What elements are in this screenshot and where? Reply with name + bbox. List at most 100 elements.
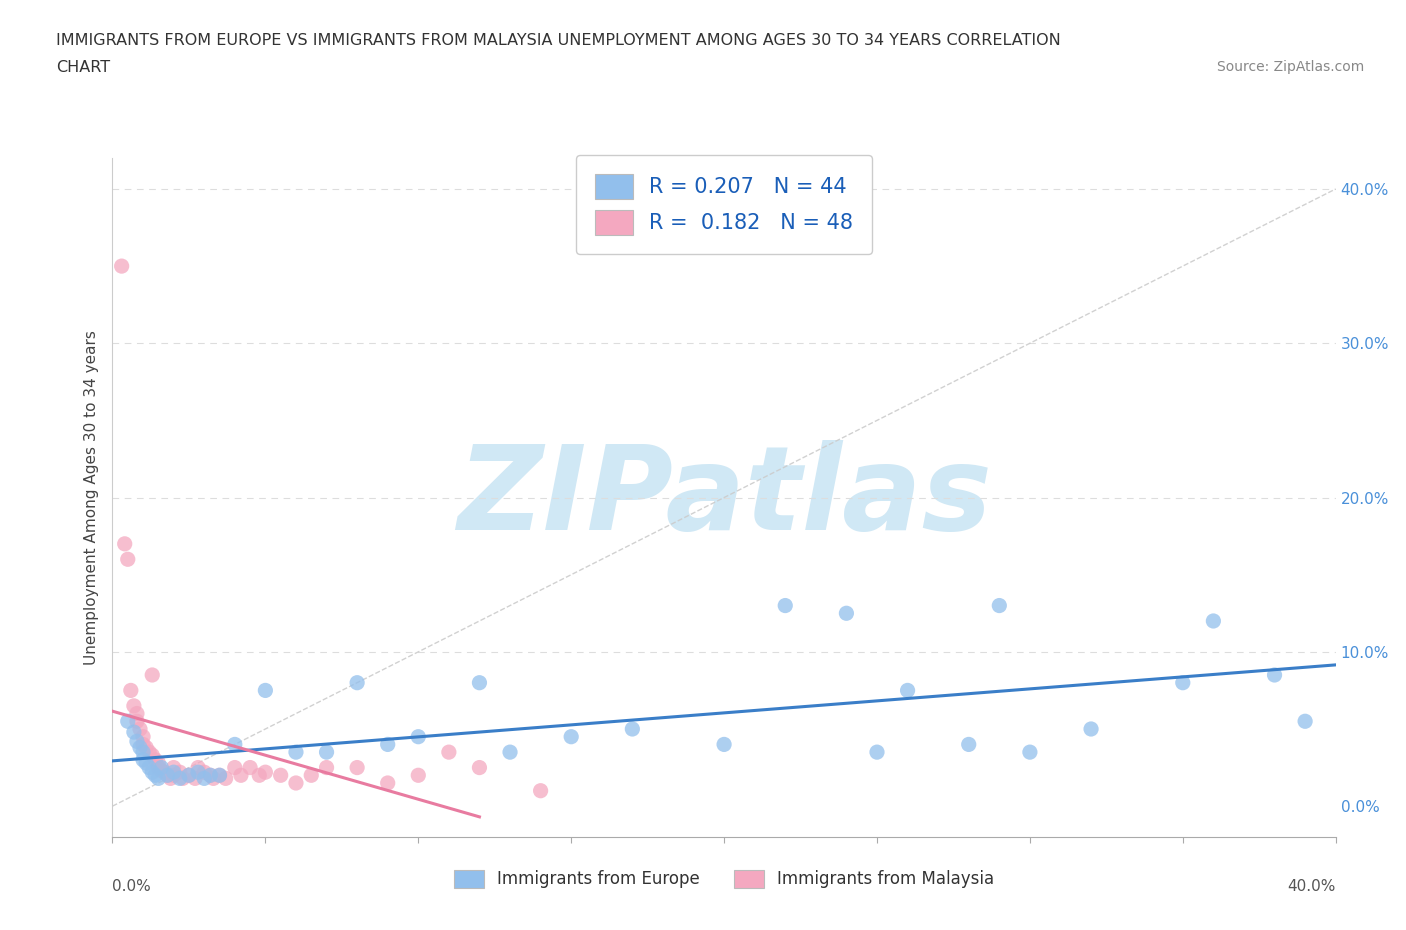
Point: [163, 764, 186, 779]
Legend: Immigrants from Europe, Immigrants from Malaysia: Immigrants from Europe, Immigrants from …: [446, 861, 1002, 897]
Point: [346, 675, 368, 690]
Point: [163, 760, 186, 775]
Point: [202, 771, 225, 786]
Point: [141, 764, 163, 779]
Point: [214, 771, 236, 786]
Point: [200, 768, 222, 783]
Point: [254, 683, 277, 698]
Point: [621, 722, 644, 737]
Point: [132, 729, 155, 744]
Point: [117, 551, 139, 566]
Point: [135, 740, 157, 755]
Text: CHART: CHART: [56, 60, 110, 75]
Point: [468, 760, 491, 775]
Point: [122, 724, 145, 739]
Point: [377, 737, 399, 751]
Point: [150, 764, 173, 778]
Point: [1080, 722, 1102, 737]
Point: [150, 760, 173, 775]
Point: [239, 760, 262, 775]
Point: [141, 748, 163, 763]
Point: [1294, 714, 1316, 729]
Point: [224, 760, 246, 775]
Point: [530, 783, 553, 798]
Point: [135, 755, 157, 770]
Point: [169, 764, 191, 779]
Point: [468, 675, 491, 690]
Point: [957, 737, 980, 751]
Point: [560, 729, 582, 744]
Text: 40.0%: 40.0%: [1288, 879, 1336, 894]
Text: 0.0%: 0.0%: [112, 879, 152, 894]
Point: [129, 740, 152, 755]
Point: [208, 768, 231, 783]
Point: [117, 714, 139, 729]
Point: [284, 776, 308, 790]
Y-axis label: Unemployment Among Ages 30 to 34 years: Unemployment Among Ages 30 to 34 years: [83, 330, 98, 665]
Point: [125, 714, 148, 729]
Point: [120, 683, 142, 698]
Text: Source: ZipAtlas.com: Source: ZipAtlas.com: [1216, 60, 1364, 74]
Point: [163, 768, 186, 783]
Point: [408, 729, 430, 744]
Point: [254, 764, 277, 779]
Point: [1202, 614, 1225, 629]
Point: [187, 764, 209, 779]
Point: [866, 745, 889, 760]
Point: [315, 745, 337, 760]
Point: [132, 745, 155, 760]
Point: [187, 760, 209, 775]
Point: [193, 771, 215, 786]
Text: ZIPatlas: ZIPatlas: [457, 440, 991, 555]
Point: [988, 598, 1011, 613]
Point: [193, 764, 215, 779]
Point: [153, 764, 176, 779]
Point: [177, 768, 200, 783]
Point: [270, 768, 292, 783]
Point: [169, 771, 191, 786]
Point: [148, 755, 170, 770]
Point: [143, 768, 166, 783]
Point: [346, 760, 368, 775]
Point: [229, 768, 252, 783]
Point: [122, 698, 145, 713]
Point: [156, 768, 179, 783]
Point: [377, 776, 399, 790]
Point: [138, 745, 160, 760]
Text: IMMIGRANTS FROM EUROPE VS IMMIGRANTS FROM MALAYSIA UNEMPLOYMENT AMONG AGES 30 TO: IMMIGRANTS FROM EUROPE VS IMMIGRANTS FRO…: [56, 33, 1062, 47]
Point: [114, 537, 136, 551]
Point: [408, 768, 430, 783]
Point: [184, 771, 207, 786]
Point: [177, 768, 200, 783]
Point: [224, 737, 246, 751]
Point: [125, 734, 148, 749]
Point: [138, 760, 160, 775]
Point: [1018, 745, 1040, 760]
Point: [247, 768, 270, 783]
Point: [437, 745, 460, 760]
Point: [125, 706, 148, 721]
Point: [897, 683, 920, 698]
Point: [200, 768, 222, 783]
Point: [132, 737, 155, 751]
Point: [156, 768, 179, 783]
Point: [315, 760, 337, 775]
Point: [159, 771, 181, 786]
Point: [1264, 668, 1286, 683]
Point: [148, 771, 170, 786]
Point: [835, 605, 858, 620]
Point: [1171, 675, 1194, 690]
Point: [132, 752, 155, 767]
Point: [299, 768, 322, 783]
Point: [129, 722, 152, 737]
Point: [208, 768, 231, 783]
Point: [111, 259, 134, 273]
Point: [141, 668, 163, 683]
Point: [172, 771, 194, 786]
Point: [499, 745, 522, 760]
Point: [148, 760, 170, 775]
Point: [713, 737, 735, 751]
Point: [143, 752, 166, 767]
Point: [775, 598, 797, 613]
Point: [284, 745, 308, 760]
